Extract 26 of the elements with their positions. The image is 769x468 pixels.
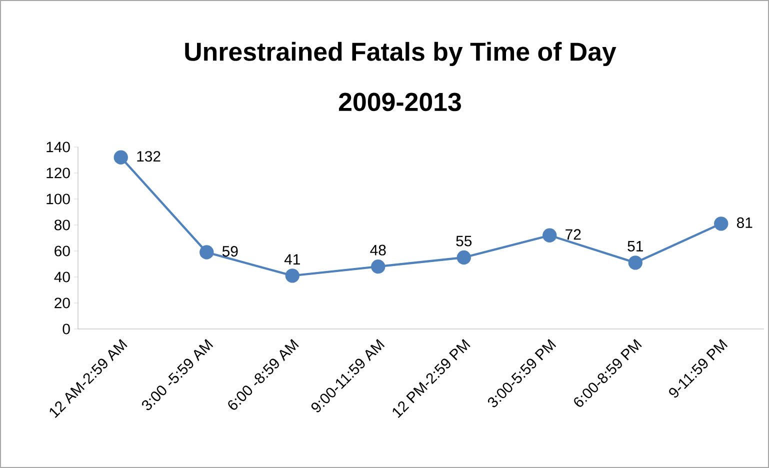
y-tick-label: 100 (46, 194, 70, 204)
data-label: 48 (370, 244, 386, 256)
data-label: 51 (628, 241, 643, 252)
data-label: 41 (284, 254, 300, 264)
data-label: 59 (222, 246, 238, 257)
point (628, 256, 642, 270)
point (371, 259, 386, 274)
y-tick-label: 140 (46, 142, 70, 152)
point (200, 245, 214, 260)
chart-title: Unrestrained Fatals by Time of Day (185, 42, 616, 66)
data-label: 132 (137, 151, 160, 162)
chart-subtitle: 2009-2013 (338, 92, 461, 112)
data-label: 72 (566, 229, 581, 240)
data-label: 55 (456, 236, 472, 246)
point (714, 216, 728, 231)
y-tick-label: 120 (46, 168, 70, 178)
y-tick-label: 40 (54, 272, 70, 282)
y-tick-label: 0 (62, 324, 70, 334)
point (285, 268, 300, 283)
point (542, 228, 557, 242)
data-label: 81 (736, 217, 752, 228)
y-tick-label: 80 (54, 220, 70, 230)
point (114, 150, 128, 164)
y-tick-label: 20 (54, 298, 70, 308)
point (456, 250, 471, 265)
y-tick-label: 60 (54, 246, 70, 256)
